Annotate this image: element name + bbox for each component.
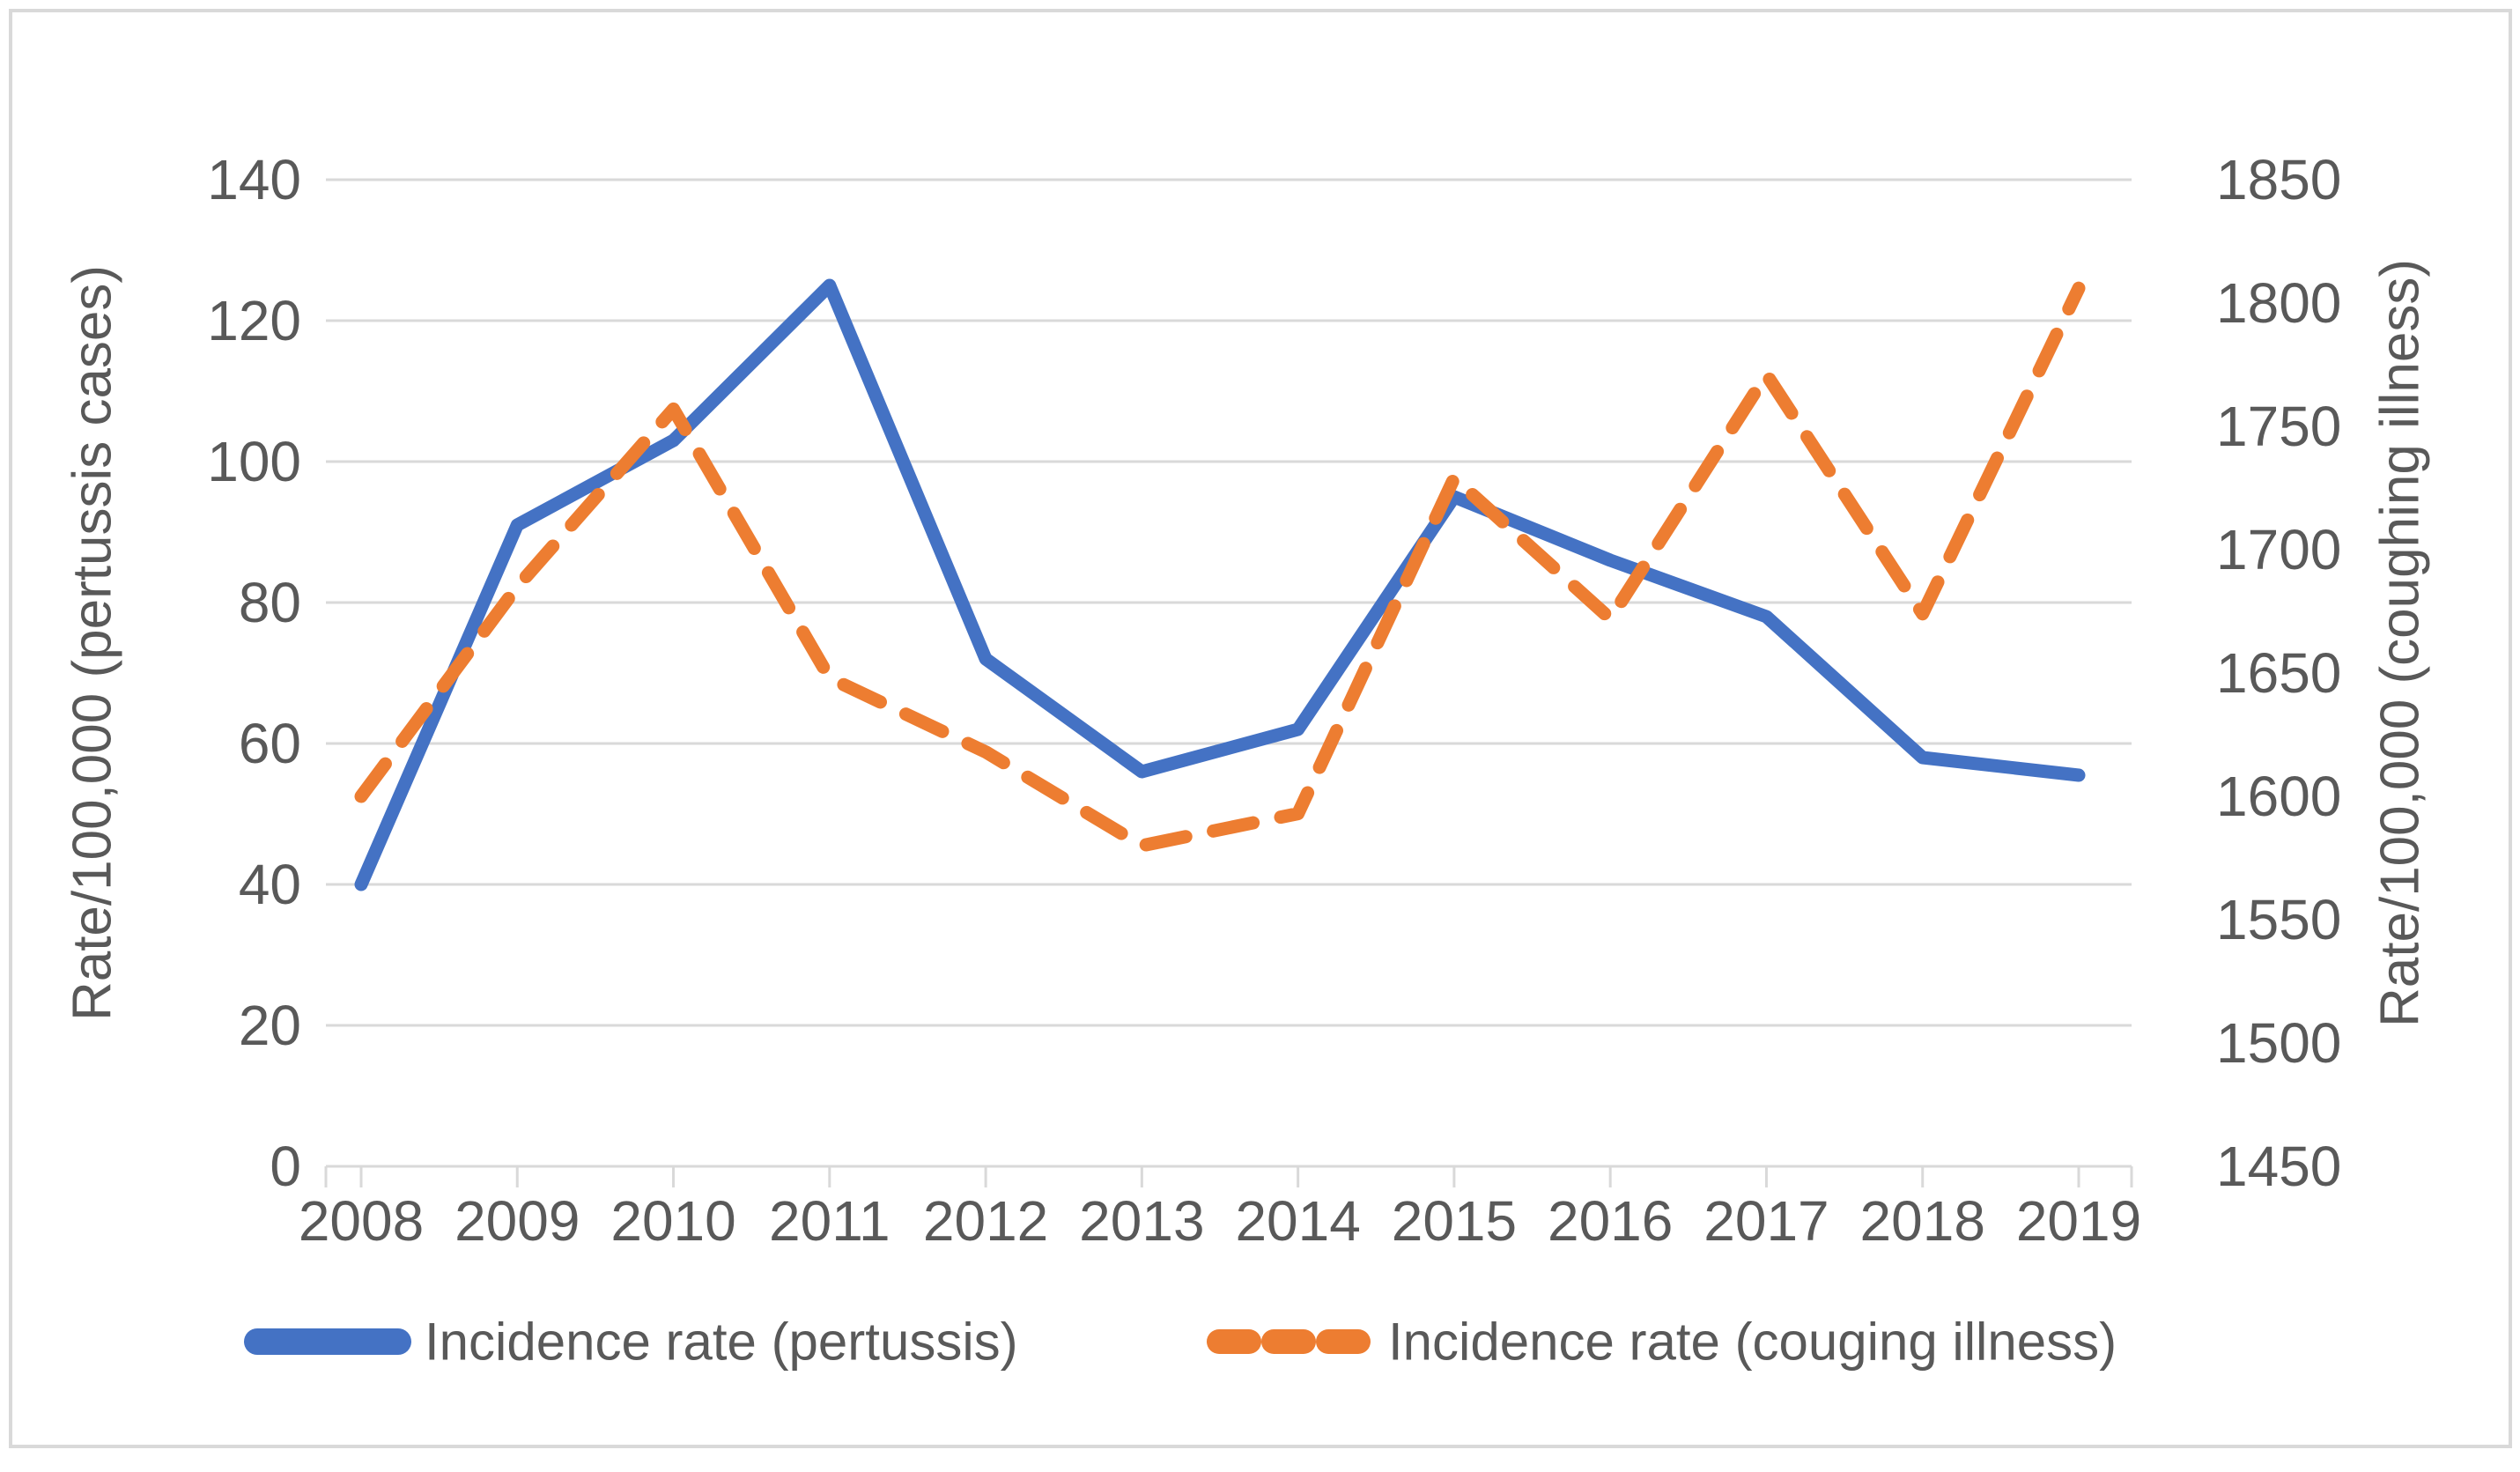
left-axis-title: Rate/100,000 (pertussis cases)	[63, 265, 123, 1021]
left-axis-tick-label: 20	[239, 994, 301, 1057]
right-axis-tick-label: 1800	[2216, 271, 2341, 335]
legend-label-pertussis: Incidence rate (pertussis)	[425, 1313, 1018, 1372]
right-axis-tick-label: 1650	[2216, 641, 2341, 705]
legend: Incidence rate (pertussis) Incidence rat…	[244, 1313, 2117, 1372]
right-axis-tick-label: 1450	[2216, 1135, 2341, 1198]
x-axis-year-label: 2015	[1392, 1189, 1517, 1253]
gridlines	[326, 178, 2132, 1027]
right-axis-tick-label: 1600	[2216, 765, 2341, 828]
legend-label-coughing: Incidence rate (couging illness)	[1388, 1313, 2117, 1372]
x-axis-year-label: 2014	[1235, 1189, 1360, 1253]
right-axis-tick-labels: 1450 1500 1550 1600 1650 1700 1750 1800 1850	[2216, 148, 2341, 1198]
left-axis-tick-label: 100	[207, 430, 301, 493]
x-axis-year-label: 2010	[610, 1189, 735, 1253]
left-axis-tick-label: 140	[207, 148, 301, 211]
left-axis-tick-label: 40	[239, 853, 301, 916]
x-axis-year-label: 2016	[1548, 1189, 1673, 1253]
x-axis-tick-labels: 2008 2009 2010 2011 2012 2013 2014 2015 2016 2017…	[299, 1189, 2141, 1253]
right-axis-tick-label: 1850	[2216, 148, 2341, 211]
right-axis-tick-label: 1550	[2216, 888, 2341, 951]
left-axis-tick-label: 80	[239, 571, 301, 634]
series-line-pertussis	[354, 278, 2086, 891]
left-axis-tick-label: 0	[270, 1135, 301, 1198]
x-axis-year-label: 2019	[2016, 1189, 2141, 1253]
right-axis-title: Rate/100,000 (coughing illness)	[2370, 259, 2431, 1027]
x-axis-year-label: 2009	[454, 1189, 580, 1253]
left-axis-tick-label: 60	[239, 712, 301, 775]
x-axis-year-label: 2018	[1860, 1189, 1985, 1253]
right-axis-tick-label: 1750	[2216, 395, 2341, 458]
right-axis-tick-label: 1700	[2216, 518, 2341, 581]
x-axis-year-label: 2011	[769, 1189, 890, 1253]
left-axis-tick-label: 120	[207, 289, 301, 352]
series-lines	[354, 278, 2086, 891]
x-axis	[324, 1165, 2133, 1187]
x-axis-year-label: 2012	[923, 1189, 1048, 1253]
x-axis-year-label: 2008	[299, 1189, 424, 1253]
x-axis-year-label: 2017	[1703, 1189, 1829, 1253]
series-line-coughing	[354, 281, 2086, 853]
chart-border	[9, 9, 2512, 1448]
left-axis-tick-labels: 0 20 40 60 80 100 120 140	[207, 148, 301, 1198]
right-axis-tick-label: 1500	[2216, 1011, 2341, 1075]
x-axis-year-label: 2013	[1079, 1189, 1204, 1253]
